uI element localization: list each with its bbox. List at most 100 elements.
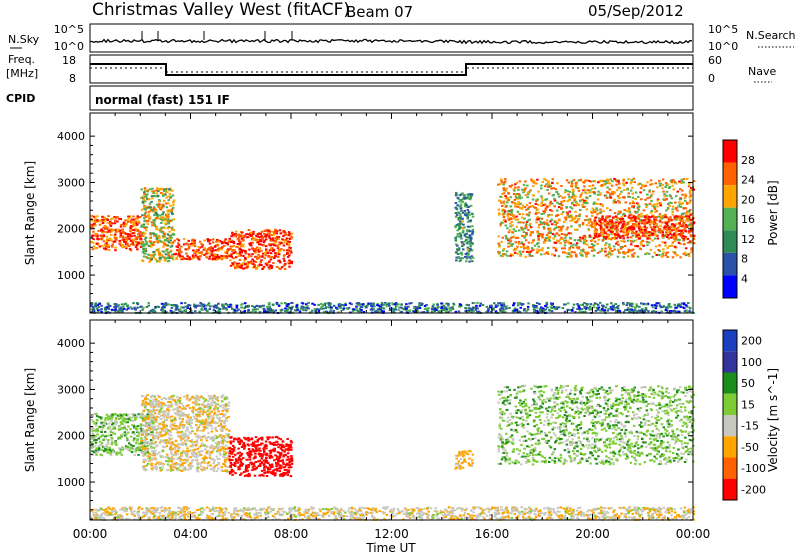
echo-cell [523, 236, 526, 239]
echo-cell [517, 196, 521, 199]
echo-cell [645, 206, 648, 208]
echo-cell [529, 226, 533, 229]
echo-cell [526, 184, 529, 187]
echo-cell [562, 199, 566, 202]
echo-cell [252, 233, 255, 235]
echo-cell [90, 427, 93, 430]
echo-cell [194, 306, 197, 309]
echo-cell [105, 228, 109, 231]
echo-cell [275, 265, 279, 268]
echo-cell [514, 194, 517, 197]
echo-cell [661, 253, 664, 256]
echo-cell [226, 434, 230, 437]
echo-cell [575, 215, 578, 217]
echo-cell [133, 433, 136, 436]
echo-cell [622, 251, 625, 253]
echo-cell [160, 222, 163, 224]
echo-cell [250, 262, 253, 265]
echo-cell [669, 236, 673, 239]
echo-cell [274, 241, 277, 244]
echo-cell [158, 260, 161, 263]
echo-cell [360, 308, 363, 311]
echo-cell [605, 221, 609, 224]
echo-cell [517, 186, 520, 189]
echo-cell [114, 249, 117, 252]
echo-cell [685, 309, 688, 312]
echo-cell [120, 223, 123, 226]
echo-cell [666, 256, 669, 258]
echo-cell [615, 237, 618, 240]
echo-cell [644, 221, 647, 224]
echo-cell [99, 418, 103, 420]
echo-cell [584, 199, 588, 202]
echo-cell [200, 439, 203, 442]
echo-cell [610, 308, 613, 311]
echo-cell [513, 302, 516, 305]
echo-cell [515, 181, 519, 184]
echo-cell [176, 308, 179, 311]
echo-cell [595, 222, 599, 225]
echo-cell [117, 230, 121, 233]
echo-cell [105, 306, 109, 309]
echo-cell [107, 307, 110, 310]
echo-cell [379, 308, 382, 311]
echo-cell [167, 404, 170, 407]
echo-cell [515, 225, 519, 228]
echo-cell [499, 183, 502, 186]
echo-cell [522, 221, 525, 224]
echo-cell [123, 303, 127, 306]
echo-cell [117, 304, 121, 307]
echo-cell [683, 227, 687, 230]
echo-cell [208, 255, 212, 258]
echo-cell [160, 302, 164, 305]
echo-cell [556, 182, 559, 185]
echo-cell [161, 250, 165, 253]
echo-cell [388, 304, 391, 307]
echo-cell [526, 208, 530, 210]
echo-cell [249, 243, 253, 246]
echo-cell [499, 254, 503, 257]
echo-cell [113, 432, 116, 435]
echo-cell [165, 217, 168, 220]
echo-cell [581, 223, 585, 226]
echo-cell [619, 247, 623, 250]
echo-cell [279, 261, 282, 264]
echo-cell [282, 254, 286, 257]
echo-cell [517, 188, 520, 191]
echo-cell [262, 241, 266, 244]
echo-cell [397, 303, 400, 306]
echo-cell [631, 192, 634, 195]
echo-cell [148, 430, 152, 433]
echo-cell [154, 213, 157, 216]
echo-cell [575, 221, 578, 224]
echo-cell [663, 228, 666, 231]
echo-cell [360, 311, 363, 314]
echo-cell [648, 237, 652, 240]
echo-cell [204, 304, 208, 307]
echo-cell [145, 306, 149, 308]
echo-cell [286, 252, 289, 255]
echo-cell [243, 259, 246, 262]
echo-cell [613, 225, 617, 228]
echo-cell [684, 235, 687, 238]
echo-cell [644, 253, 647, 256]
echo-cell [240, 266, 243, 269]
echo-cell [440, 306, 443, 309]
echo-cell [680, 229, 683, 232]
echo-cell [680, 302, 684, 305]
echo-cell [609, 194, 612, 197]
echo-cell [668, 219, 672, 222]
echo-cell [126, 242, 129, 245]
echo-cell [502, 200, 506, 203]
echo-cell [466, 230, 469, 233]
echo-cell [96, 219, 99, 222]
echo-cell [572, 190, 575, 193]
echo-cell [123, 417, 126, 420]
echo-cell [165, 249, 168, 252]
echo-cell [263, 239, 266, 242]
echo-cell [206, 409, 210, 412]
echo-cell [678, 223, 681, 226]
echo-cell [257, 256, 261, 259]
echo-cell [509, 237, 512, 240]
echo-cell [588, 189, 592, 192]
